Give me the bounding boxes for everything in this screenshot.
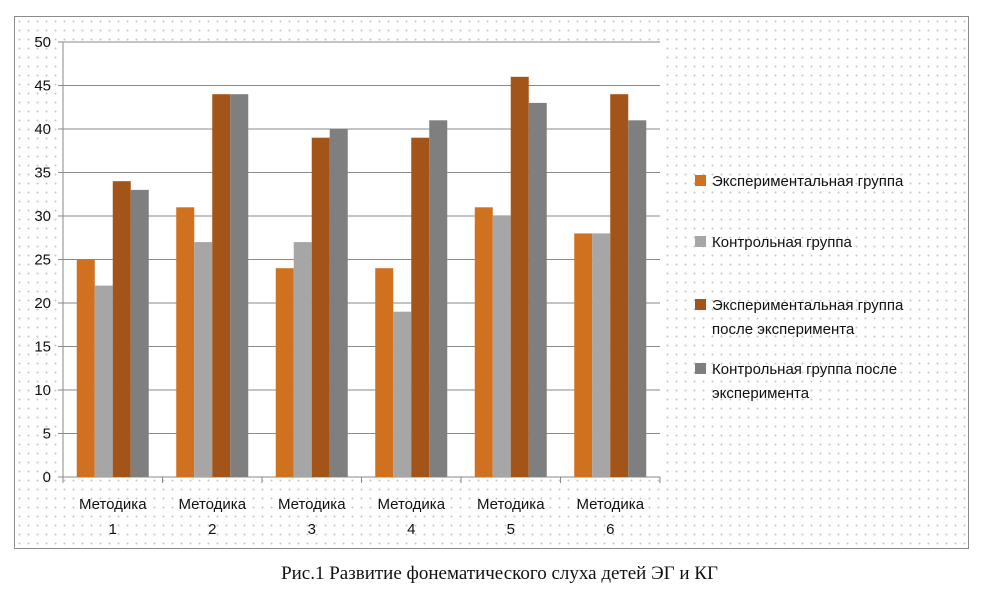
bar-series-3-cat-5	[510, 76, 529, 478]
x-tick-label: 3	[308, 521, 316, 538]
legend-label: Экспериментальная группа	[712, 173, 904, 190]
y-tick-label: 40	[34, 121, 51, 138]
y-tick-label: 10	[34, 382, 51, 399]
x-tick-label: 2	[208, 521, 216, 538]
x-tick-label: 6	[606, 521, 614, 538]
bar-series-4-cat-6	[628, 120, 647, 478]
bar-series-1-cat-6	[574, 233, 593, 477]
legend-swatch-4	[695, 363, 706, 374]
bar-series-4-cat-4	[429, 120, 448, 478]
bar-series-2-cat-1	[94, 285, 113, 477]
y-tick-label: 0	[43, 469, 51, 486]
bar-series-4-cat-3	[329, 129, 348, 477]
x-tick-label: 4	[407, 521, 415, 538]
bar-series-3-cat-4	[411, 137, 430, 477]
bar-chart: 05101520253035404550Методика1Методика2Ме…	[34, 34, 904, 538]
bar-series-2-cat-6	[592, 233, 611, 477]
bar-series-1-cat-4	[375, 268, 394, 477]
x-tick-label: Методика	[79, 496, 147, 513]
bar-series-3-cat-6	[610, 94, 629, 477]
bar-series-3-cat-2	[212, 94, 231, 477]
y-tick-label: 20	[34, 295, 51, 312]
bar-series-4-cat-2	[230, 94, 249, 477]
y-tick-label: 35	[34, 165, 51, 182]
x-tick-label: Методика	[278, 496, 346, 513]
bar-series-2-cat-5	[492, 216, 511, 477]
y-tick-label: 25	[34, 252, 51, 269]
legend-swatch-3	[695, 299, 706, 310]
x-tick-label: 1	[109, 521, 117, 538]
bar-series-1-cat-3	[275, 268, 294, 477]
bar-series-3-cat-3	[311, 137, 330, 477]
bar-series-4-cat-5	[528, 102, 547, 478]
x-tick-label: Методика	[377, 496, 445, 513]
y-tick-label: 30	[34, 208, 51, 225]
bar-series-3-cat-1	[112, 181, 131, 477]
bar-series-1-cat-5	[474, 207, 493, 478]
bar-series-2-cat-3	[293, 242, 312, 477]
bar-series-2-cat-4	[393, 311, 412, 477]
x-tick-label: Методика	[178, 496, 246, 513]
legend-label: Контрольная группа	[712, 234, 852, 251]
figure-caption: Рис.1 Развитие фонематического слуха дет…	[281, 563, 718, 584]
legend-label: Экспериментальная группа	[712, 297, 904, 314]
y-tick-label: 15	[34, 339, 51, 356]
x-tick-label: Методика	[576, 496, 644, 513]
legend-label: после эксперимента	[712, 321, 855, 338]
y-tick-label: 50	[34, 34, 51, 51]
legend-label: эксперимента	[712, 385, 810, 402]
bar-series-1-cat-1	[76, 259, 95, 477]
bar-series-4-cat-1	[130, 189, 149, 477]
y-tick-label: 45	[34, 78, 51, 95]
legend-label: Контрольная группа после	[712, 361, 897, 378]
legend-swatch-1	[695, 175, 706, 186]
x-tick-label: Методика	[477, 496, 545, 513]
bar-series-2-cat-2	[194, 242, 213, 477]
bar-series-1-cat-2	[176, 207, 195, 478]
x-tick-label: 5	[507, 521, 515, 538]
y-tick-label: 5	[43, 426, 51, 443]
legend-swatch-2	[695, 236, 706, 247]
